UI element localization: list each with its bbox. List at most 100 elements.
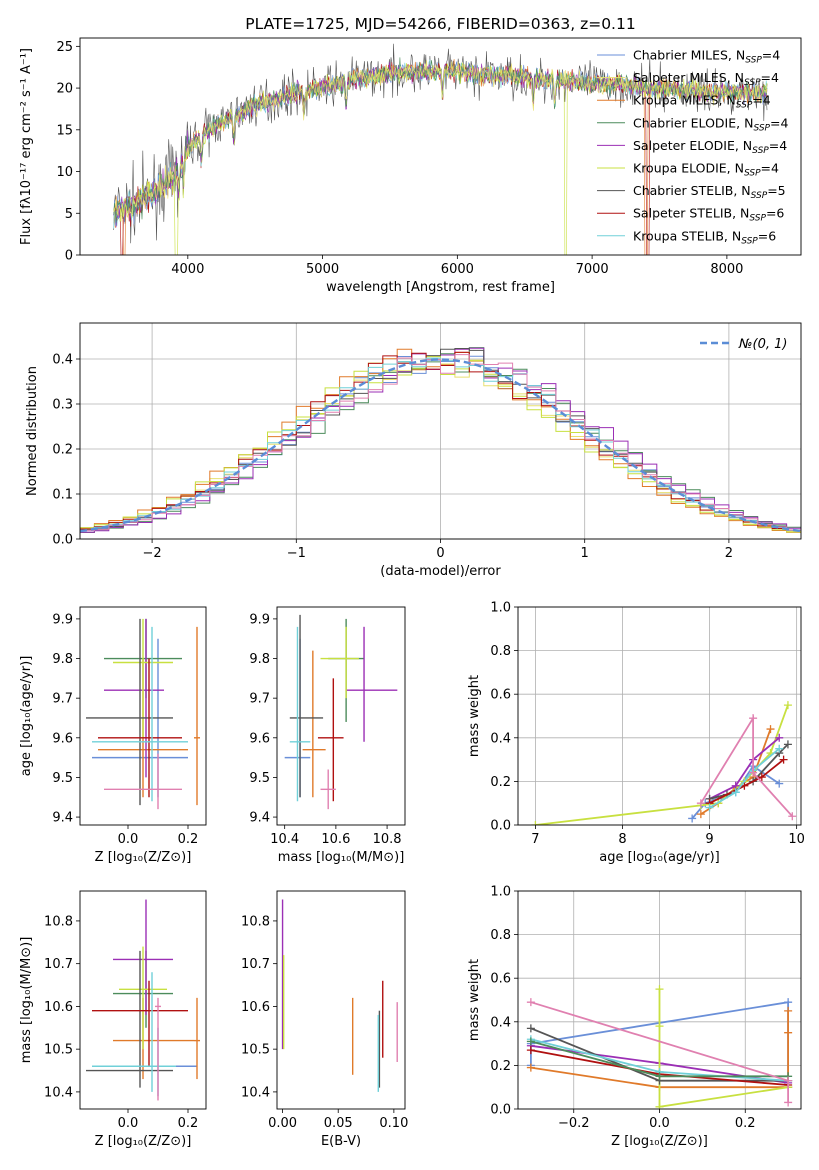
y-tick-label: 0.8	[490, 928, 511, 943]
x-tick-label: 0.2	[178, 832, 199, 847]
y-tick-label: 0.4	[490, 1015, 511, 1030]
x-tick-label: 7000	[576, 262, 609, 277]
y-tick-label: 10.4	[44, 1085, 73, 1100]
x-axis-label: (data-model)/error	[380, 564, 501, 579]
mass_age-panel: 10.4 10.6 10.8 9.4 9.5 9.6 9.7 9.8 9.9 mass [log₁…	[249, 606, 406, 865]
y-tick-label: 0.8	[490, 644, 511, 659]
y-tick-label: 10.8	[241, 914, 270, 929]
weight-line-kroupa_stelib	[709, 748, 780, 809]
y-tick-label: 9.9	[52, 612, 73, 627]
y-tick-label: 9.5	[52, 771, 73, 786]
axes-frame	[79, 606, 207, 826]
weight-marker-salpeter_stelib	[757, 773, 766, 782]
spectrum-line-salpeter_miles	[113, 60, 768, 222]
x-tick-label: −2	[143, 546, 162, 561]
weight-marker-pink	[749, 768, 758, 777]
y-tick-label: 9.7	[52, 692, 73, 707]
histogram-pink	[80, 354, 801, 539]
weight-marker-pink	[526, 998, 535, 1007]
x-tick-label: 1	[581, 546, 589, 561]
y-axis-label: mass weight	[467, 959, 482, 1041]
x-tick-label: 0.2	[735, 1116, 756, 1131]
y-tick-label: 10.6	[44, 1000, 73, 1015]
weight-marker-kroupa_miles	[784, 1006, 793, 1015]
y-tick-label: 9.8	[52, 652, 73, 667]
y-axis-label: mass [log₁₀(M/M⊙)]	[19, 937, 34, 1064]
weight-line-salpeter_stelib	[709, 758, 785, 805]
x-tick-label: 9	[705, 832, 713, 847]
weight-marker-chabrier_miles	[775, 779, 784, 788]
weight-marker-kroupa_stelib	[775, 744, 784, 753]
age_weight-panel: 7 8 9 10 0.0 0.2 0.4 0.6 0.8 1.0 age [log₁₀(age/yr…	[467, 601, 805, 866]
y-tick-label: 1.0	[490, 601, 511, 616]
y-axis-label: Flux [fλ10⁻¹⁷ erg cm⁻² s⁻¹ A⁻¹]	[19, 48, 34, 245]
x-axis-label: Z [log₁₀(Z/Z⊙)]	[95, 1134, 192, 1149]
y-axis-label: age [log₁₀(age/yr)]	[19, 656, 34, 777]
x-tick-label: 8	[618, 832, 626, 847]
y-tick-label: 9.4	[52, 811, 73, 826]
x-tick-label: 10.6	[321, 832, 350, 847]
y-tick-label: 9.9	[249, 612, 270, 627]
x-tick-label: 7	[531, 832, 539, 847]
y-axis-label: Normed distribution	[25, 366, 40, 496]
x-tick-label: 0.0	[118, 832, 139, 847]
weight-line-kroupa_elodie	[658, 989, 789, 1108]
weight-marker-chabrier_miles	[784, 998, 793, 1007]
y-tick-label: 10.5	[44, 1043, 73, 1058]
y-tick-label: 15	[56, 123, 73, 138]
y-tick-label: 10.7	[44, 957, 73, 972]
weight-marker-kroupa_elodie	[783, 701, 792, 710]
y-tick-label: 10.7	[241, 957, 270, 972]
weight-line-pink	[700, 715, 793, 817]
residuals-panel: −2 −1 0 1 2 0.0 0.1 0.2 0.3 0.4 (data-model)/error…	[25, 322, 802, 579]
x-tick-label: 6000	[441, 262, 474, 277]
x-axis-label: Z [log₁₀(Z/Z⊙)]	[95, 850, 192, 865]
y-tick-label: 0.2	[52, 443, 73, 458]
y-tick-label: 0.2	[490, 1059, 511, 1074]
weight-marker-chabrier_stelib	[783, 740, 792, 749]
z_mass-panel: 0.0 0.2 10.4 10.5 10.6 10.7 10.8 Z [log₁₀(Z/Z⊙)…	[19, 890, 207, 1149]
gaussian-curve	[80, 358, 801, 533]
weight-marker-salpeter_stelib	[526, 1046, 535, 1055]
y-tick-label: 0.6	[490, 688, 511, 703]
axes-frame	[79, 890, 207, 1110]
legend-entry-salpeter_elodie: Salpeter ELODIE, NSSP=4	[633, 138, 787, 156]
y-tick-label: 0.1	[52, 488, 73, 503]
y-tick-label: 5	[65, 207, 73, 222]
x-tick-label: 0.0	[118, 1116, 139, 1131]
x-tick-label: 10	[788, 832, 805, 847]
weight-marker-chabrier_stelib	[526, 1024, 535, 1033]
y-tick-label: 9.6	[52, 731, 73, 746]
legend-entry-chabrier_miles: Chabrier MILES, NSSP=4	[633, 48, 780, 66]
legend-entry-kroupa_elodie: Kroupa ELODIE, NSSP=4	[633, 161, 779, 179]
weight-marker-salpeter_stelib	[779, 755, 788, 764]
x-tick-label: 0.10	[379, 1116, 408, 1131]
z_weight-panel: −0.2 0.0 0.2 0.0 0.2 0.4 0.6 0.8 1.0 Z [log₁₀(Z/Z…	[467, 885, 802, 1149]
legend-entry-salpeter_stelib: Salpeter STELIB, NSSP=6	[633, 206, 784, 224]
x-tick-label: 2	[725, 546, 733, 561]
y-tick-label: 0.3	[52, 398, 73, 413]
x-axis-label: Z [log₁₀(Z/Z⊙)]	[611, 1134, 708, 1149]
y-tick-label: 1.0	[490, 885, 511, 900]
weight-marker-salpeter_elodie	[775, 733, 784, 742]
y-tick-label: 10.5	[241, 1043, 270, 1058]
y-tick-label: 9.8	[249, 652, 270, 667]
x-axis-label: age [log₁₀(age/yr)]	[599, 850, 720, 865]
weight-marker-chabrier_elodie	[526, 1037, 535, 1046]
weight-marker-kroupa_stelib	[705, 803, 714, 812]
y-tick-label: 25	[56, 40, 73, 55]
axes-frame	[79, 37, 802, 256]
chart-title: PLATE=1725, MJD=54266, FIBERID=0363, z=0…	[245, 15, 635, 33]
axes-frame	[276, 606, 406, 826]
weight-marker-kroupa_elodie	[655, 1022, 664, 1031]
legend-entry-gaussian: №(0, 1)	[738, 337, 787, 352]
ebv_mass-panel: 0.00 0.05 0.10 10.4 10.5 10.6 10.7 10.8 E(B-V)	[241, 890, 408, 1149]
y-tick-label: 0.4	[490, 731, 511, 746]
y-tick-label: 9.4	[249, 811, 270, 826]
weight-marker-chabrier_elodie	[655, 1072, 664, 1081]
axes-frame	[276, 890, 406, 1110]
weight-line-salpeter_elodie	[709, 737, 780, 800]
y-tick-label: 9.7	[249, 692, 270, 707]
y-tick-label: 0.2	[490, 775, 511, 790]
weight-marker-kroupa_miles	[784, 1028, 793, 1037]
